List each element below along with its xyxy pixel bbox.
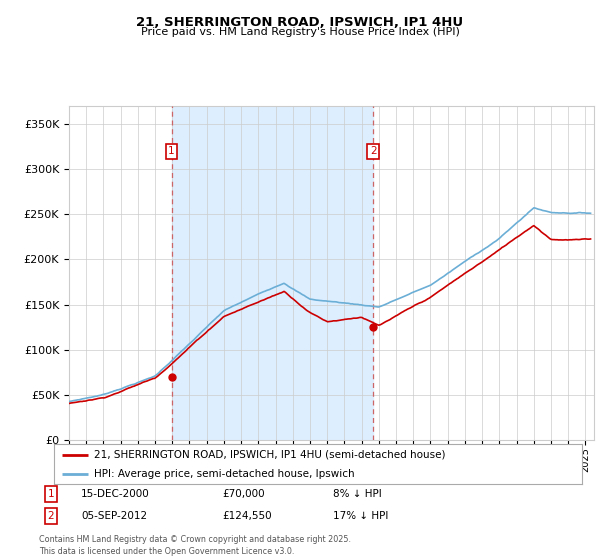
Text: 2: 2 [47, 511, 55, 521]
Text: £124,550: £124,550 [222, 511, 272, 521]
Text: Price paid vs. HM Land Registry's House Price Index (HPI): Price paid vs. HM Land Registry's House … [140, 27, 460, 37]
Text: 1: 1 [168, 146, 175, 156]
Text: 1: 1 [47, 489, 55, 499]
Bar [172, 106, 373, 440]
Text: 05-SEP-2012: 05-SEP-2012 [81, 511, 147, 521]
Text: 17% ↓ HPI: 17% ↓ HPI [333, 511, 388, 521]
Text: 21, SHERRINGTON ROAD, IPSWICH, IP1 4HU: 21, SHERRINGTON ROAD, IPSWICH, IP1 4HU [136, 16, 464, 29]
Text: 15-DEC-2000: 15-DEC-2000 [81, 489, 150, 499]
Text: £70,000: £70,000 [222, 489, 265, 499]
Text: Contains HM Land Registry data © Crown copyright and database right 2025.
This d: Contains HM Land Registry data © Crown c… [39, 535, 351, 556]
Text: 21, SHERRINGTON ROAD, IPSWICH, IP1 4HU (semi-detached house): 21, SHERRINGTON ROAD, IPSWICH, IP1 4HU (… [94, 450, 445, 460]
Text: 2: 2 [370, 146, 377, 156]
Text: HPI: Average price, semi-detached house, Ipswich: HPI: Average price, semi-detached house,… [94, 469, 354, 478]
Text: 8% ↓ HPI: 8% ↓ HPI [333, 489, 382, 499]
